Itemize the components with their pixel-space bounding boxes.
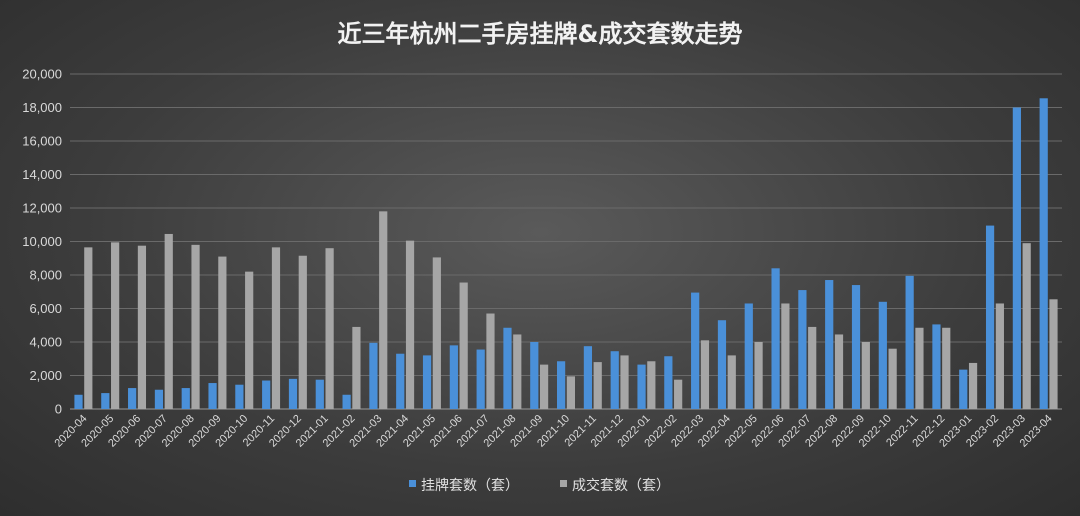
bar-listing: [959, 369, 968, 409]
bar-listing: [878, 301, 887, 409]
bar-listing: [798, 290, 807, 409]
bar-listing: [985, 225, 995, 409]
bar-transaction: [539, 364, 549, 409]
legend-swatch-transaction: [560, 480, 567, 487]
bar-listing: [717, 320, 727, 409]
bar-transaction: [647, 361, 656, 409]
bar-transaction: [754, 342, 763, 409]
bar-transaction: [218, 256, 227, 409]
y-tick-label: 18,000: [22, 100, 62, 115]
y-tick-label: 6,000: [29, 301, 62, 316]
bar-listing: [476, 349, 485, 409]
bar-transaction: [298, 255, 307, 409]
legend-swatch-listing: [409, 480, 416, 487]
bar-transaction: [566, 376, 575, 409]
y-tick-label: 14,000: [22, 167, 62, 182]
bar-transaction: [1022, 243, 1031, 409]
bar-transaction: [513, 334, 522, 409]
bar-transaction: [459, 282, 468, 409]
bar-transaction: [700, 340, 710, 409]
legend-label-transaction: 成交套数（套）: [572, 477, 670, 494]
bar-listing: [905, 275, 914, 409]
bar-listing: [664, 356, 673, 409]
bar-listing: [288, 378, 298, 409]
bar-transaction: [164, 233, 173, 409]
bar-transaction: [781, 303, 790, 409]
chart-title: 近三年杭州二手房挂牌&成交套数走势: [338, 20, 743, 48]
bar-listing: [851, 285, 861, 409]
legend-label-listing: 挂牌套数（套）: [421, 477, 519, 494]
bar-listing: [503, 327, 512, 409]
y-tick-label: 20,000: [22, 67, 62, 82]
bar-transaction: [727, 355, 736, 409]
legend: 挂牌套数（套） 成交套数（套）: [409, 477, 670, 494]
bar-transaction: [968, 362, 978, 409]
bar-listing: [262, 380, 271, 409]
bar-transaction: [432, 257, 441, 409]
bar-transaction: [593, 362, 602, 409]
bar-listing: [557, 361, 566, 409]
bar-transaction: [1049, 299, 1058, 409]
bar-listing: [583, 346, 593, 409]
bar-listing: [422, 355, 432, 409]
y-tick-label: 4,000: [29, 335, 62, 350]
bar-listing: [101, 393, 110, 409]
bar-transaction: [352, 326, 361, 409]
bar-listing: [771, 268, 780, 409]
bars: [74, 98, 1058, 409]
y-tick-label: 2,000: [29, 368, 62, 383]
bar-transaction: [245, 271, 254, 409]
bar-transaction: [915, 327, 924, 409]
bar-listing: [637, 364, 646, 409]
bar-listing: [825, 280, 834, 409]
bar-listing: [128, 388, 137, 409]
bar-listing: [530, 342, 539, 409]
bar-transaction: [808, 326, 817, 409]
bar-transaction: [861, 342, 870, 409]
bar-listing: [154, 389, 164, 409]
bar-listing: [342, 394, 351, 409]
bar-transaction: [137, 245, 147, 409]
bar-transaction: [325, 248, 334, 409]
y-tick-label: 10,000: [22, 234, 62, 249]
bar-transaction: [405, 240, 415, 409]
bar-transaction: [942, 327, 951, 409]
y-tick-label: 0: [55, 402, 62, 417]
bar-transaction: [111, 242, 120, 409]
y-tick-label: 12,000: [22, 201, 62, 216]
bar-transaction: [84, 247, 93, 409]
x-axis-ticks: 2020-042020-052020-062020-072020-082020-…: [52, 413, 1054, 450]
y-tick-label: 8,000: [29, 268, 62, 283]
bar-transaction: [995, 303, 1004, 409]
y-tick-label: 16,000: [22, 134, 62, 149]
grid-lines: [70, 73, 1062, 410]
bar-transaction: [620, 355, 629, 409]
bar-listing: [396, 353, 405, 409]
y-axis-ticks: 0 2,000 4,000 6,000 8,000 10,000 12,000 14,000 1…: [22, 67, 62, 417]
bar-transaction: [834, 334, 844, 409]
bar-listing: [74, 394, 83, 409]
bar-listing: [1012, 107, 1021, 409]
bar-listing: [208, 383, 217, 409]
bar-listing: [744, 303, 753, 409]
bar-listing: [1039, 98, 1048, 409]
bar-listing: [610, 351, 619, 409]
bar-transaction: [271, 247, 281, 409]
bar-transaction: [888, 348, 897, 409]
bar-listing: [235, 384, 244, 409]
bar-transaction: [674, 379, 683, 409]
bar-listing: [932, 324, 941, 409]
bar-transaction: [191, 244, 200, 409]
bar-listing: [181, 388, 190, 409]
bar-listing: [691, 292, 700, 409]
bar-listing: [369, 342, 378, 409]
bar-listing: [315, 379, 324, 409]
bar-listing: [449, 345, 458, 409]
bar-transaction: [486, 313, 495, 409]
bar-transaction: [379, 211, 388, 409]
